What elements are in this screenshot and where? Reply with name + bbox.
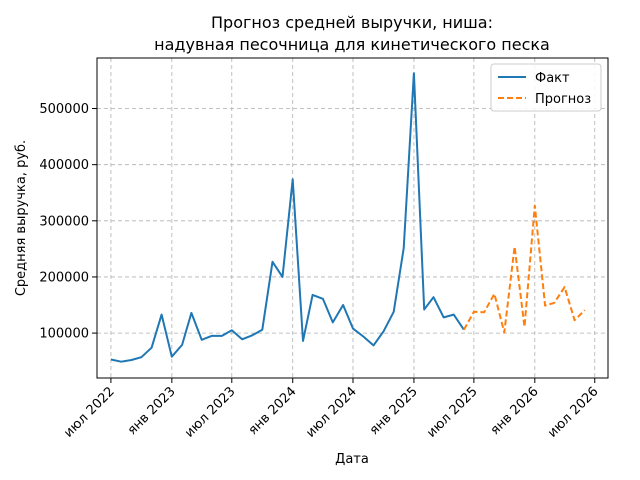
legend-box — [490, 63, 602, 112]
legend-label-fact: Факт — [535, 71, 570, 86]
grid-lines — [97, 58, 608, 378]
series-line-forecast — [463, 204, 586, 334]
y-tick-label: 200000 — [39, 270, 89, 285]
chart-title: Прогноз средней выручки, ниша: — [211, 13, 493, 32]
series-line-fact — [110, 72, 465, 363]
y-tick-label: 500000 — [39, 102, 89, 117]
y-tick-label: 400000 — [39, 158, 89, 173]
y-axis-label: Средняя выручка, руб. — [14, 140, 29, 296]
y-tick-label: 100000 — [39, 327, 89, 342]
series-layer — [110, 72, 586, 363]
chart-subtitle: надувная песочница для кинетического пес… — [154, 35, 550, 54]
y-tick-label: 300000 — [39, 214, 89, 229]
x-axis-label: Дата — [335, 452, 369, 467]
y-axis: 100000 200000 300000 400000 500000 — [39, 102, 97, 342]
legend: Факт Прогноз — [490, 63, 602, 112]
legend-label-forecast: Прогноз — [535, 92, 591, 107]
